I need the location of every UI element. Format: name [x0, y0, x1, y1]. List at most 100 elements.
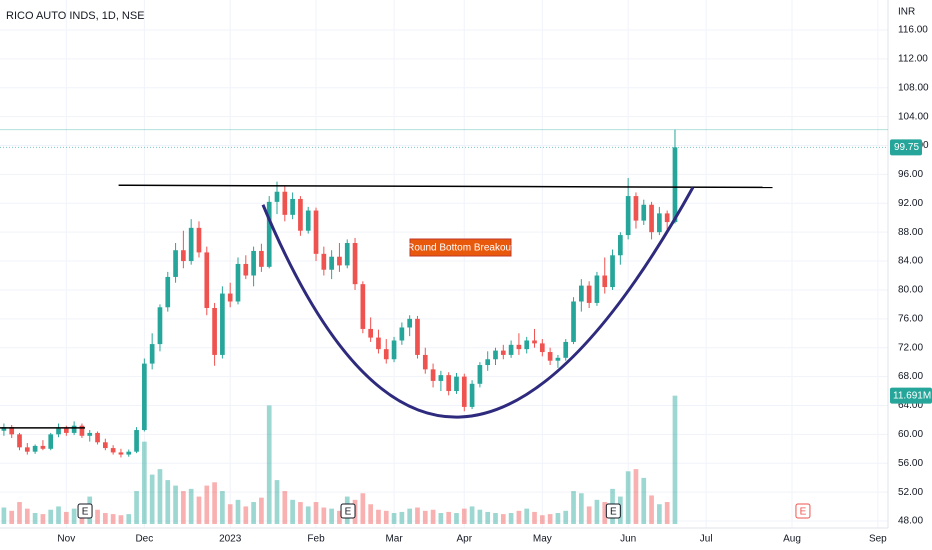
x-tick-label: Jun — [620, 534, 636, 545]
event-label: E — [82, 507, 89, 518]
x-tick-label: Sep — [869, 534, 887, 545]
volume-bar — [188, 488, 194, 524]
candle-body — [532, 340, 537, 344]
y-tick-label: 48.00 — [898, 516, 923, 527]
y-tick-label: 80.00 — [898, 285, 923, 296]
candle-body — [235, 263, 241, 302]
y-tick-label: 116.00 — [898, 25, 928, 36]
volume-bar — [290, 499, 295, 524]
volume-bar — [664, 502, 670, 524]
candle-body — [32, 445, 38, 452]
x-tick-label: Jul — [700, 534, 713, 545]
volume-bar — [204, 485, 210, 524]
y-tick-label: 60.00 — [898, 429, 923, 440]
volume-bar — [103, 513, 108, 524]
candle-body — [469, 383, 475, 407]
candle-body — [422, 354, 428, 370]
volume-bar — [298, 502, 303, 524]
candle-body — [134, 430, 139, 452]
y-tick-label: 84.00 — [898, 256, 923, 267]
candle-body — [188, 227, 194, 262]
candle-body — [438, 375, 444, 381]
volume-bar — [641, 477, 647, 524]
volume-bar — [196, 496, 202, 524]
volume-bar — [477, 509, 483, 524]
volume-bar — [415, 507, 420, 524]
candle-body — [251, 250, 256, 276]
candle-body — [516, 344, 522, 350]
y-tick-label: 64.00 — [898, 400, 923, 411]
candle-body — [110, 448, 116, 453]
chart-title: RICO AUTO INDS, 1D, NSE — [6, 10, 145, 22]
x-tick-label: 2023 — [219, 534, 242, 545]
candle-body — [477, 365, 483, 384]
volume-bar — [539, 515, 545, 524]
candle-body — [149, 344, 155, 364]
candle-body — [461, 376, 467, 407]
annotation-box — [409, 238, 512, 257]
volume-bar — [469, 506, 475, 524]
candle-body — [602, 275, 608, 288]
candle-body — [274, 191, 280, 202]
volume-bar — [516, 510, 522, 524]
volume-bar — [594, 499, 600, 524]
candle-body — [446, 375, 452, 392]
candle-body — [610, 255, 615, 288]
currency-label: INR — [898, 7, 915, 18]
candle-body — [657, 213, 662, 233]
volume-badge — [890, 387, 932, 404]
volume-bar — [134, 491, 139, 524]
candle-body — [40, 445, 46, 449]
candle-body — [399, 327, 405, 341]
volume-bar — [368, 504, 373, 524]
volume-bar — [329, 508, 334, 524]
candle-body — [126, 451, 132, 455]
candle-body — [142, 363, 147, 431]
candle-body — [360, 284, 366, 329]
candle-body — [329, 256, 334, 270]
candle-body — [618, 235, 623, 256]
price-badge — [890, 139, 922, 156]
candle-body — [649, 204, 654, 233]
x-tick-label: May — [533, 534, 552, 545]
candle-body — [415, 318, 420, 355]
candle-body — [266, 201, 272, 267]
candle-body — [103, 442, 108, 449]
candle-body — [196, 227, 202, 253]
volume-bar — [399, 511, 405, 524]
candle-body — [157, 307, 163, 345]
volume-bar — [95, 509, 100, 524]
candle-body — [1, 427, 7, 431]
event-marker — [77, 503, 93, 519]
candle-body — [56, 428, 61, 435]
volume-bar — [9, 510, 15, 524]
candle-body — [571, 301, 576, 342]
candle-body — [79, 425, 85, 436]
volume-bar — [40, 514, 46, 524]
volume-bar — [625, 471, 631, 524]
candle-body — [578, 285, 584, 302]
x-tick-label: Apr — [457, 534, 473, 545]
volume-bar — [524, 508, 530, 524]
candle-body — [493, 350, 498, 360]
candle-body — [633, 196, 639, 221]
volume-bar — [485, 511, 491, 524]
volume-bar — [532, 511, 537, 524]
volume-bar — [56, 506, 61, 524]
candle-body — [391, 340, 397, 360]
candle-body — [508, 344, 514, 355]
x-tick-label: Feb — [307, 534, 325, 545]
candle-body — [454, 376, 459, 392]
candle-body — [407, 318, 413, 328]
x-tick-label: Mar — [385, 534, 403, 545]
candle-body — [368, 328, 373, 338]
candle-body — [664, 213, 670, 223]
candle-body — [383, 349, 389, 360]
candle-body — [9, 427, 15, 435]
volume-bar — [71, 508, 77, 524]
volume-bar — [657, 504, 662, 524]
y-tick-label: 96.00 — [898, 169, 923, 180]
volume-bar — [547, 514, 553, 524]
x-tick-label: Dec — [135, 534, 153, 545]
volume-bar — [422, 510, 428, 524]
